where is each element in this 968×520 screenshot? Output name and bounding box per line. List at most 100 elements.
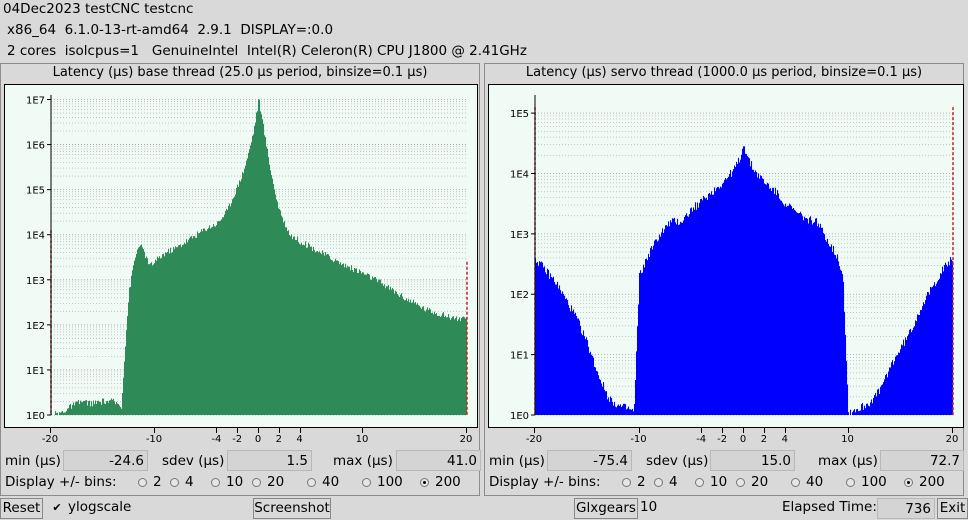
base-histogram-bar <box>408 298 410 415</box>
base-histogram-bar <box>296 239 298 415</box>
servo-histogram-bar <box>671 222 673 415</box>
ylogscale-label: ylogscale <box>68 499 132 515</box>
base-histogram-bar <box>99 402 101 415</box>
servo-histogram-bar <box>701 198 703 415</box>
servo-bins-radio-20[interactable] <box>736 478 745 487</box>
servo-histogram-bar <box>652 249 654 415</box>
servo-histogram-bar <box>890 367 892 415</box>
glxgears-button[interactable]: Glxgears <box>574 498 638 519</box>
servo-histogram-bar <box>568 304 570 415</box>
base-bins-radio-10[interactable] <box>211 478 220 487</box>
servo-histogram-bar <box>566 298 568 415</box>
servo-histogram-bar <box>920 309 922 415</box>
base-histogram-bar <box>250 145 252 415</box>
exit-button[interactable]: Exit <box>937 498 968 519</box>
servo-bins-radio-2[interactable] <box>622 478 631 487</box>
servo-histogram-bar <box>601 383 603 415</box>
base-bins-radio-20[interactable] <box>252 478 261 487</box>
servo-bins-radio-label: 200 <box>919 474 945 490</box>
servo-histogram-bar <box>783 204 785 415</box>
screenshot-button[interactable]: Screenshot <box>253 498 331 519</box>
base-histogram-bar <box>381 283 383 415</box>
servo-histogram-bar <box>825 240 827 415</box>
servo-x-tick-mark <box>784 428 786 433</box>
servo-bins-radio-10[interactable] <box>695 478 704 487</box>
servo-histogram-bar <box>782 202 784 415</box>
servo-histogram-bar <box>800 211 802 415</box>
base-histogram-bar <box>116 402 118 415</box>
base-histogram-bar <box>199 232 201 415</box>
servo-histogram-bar <box>908 334 910 415</box>
servo-histogram-bar <box>867 403 869 415</box>
base-histogram-bar <box>352 269 354 415</box>
servo-bins-label: Display +/- bins: <box>489 474 601 490</box>
servo-histogram-bar <box>949 265 951 415</box>
servo-bins-radio-200[interactable] <box>904 478 913 487</box>
base-histogram-bar <box>432 312 434 415</box>
base-histogram-bar <box>266 146 268 415</box>
servo-histogram-bar <box>658 240 660 415</box>
base-histogram-bar <box>182 244 184 415</box>
base-histogram-bar <box>425 311 427 415</box>
base-histogram-bar <box>51 413 53 415</box>
base-bins-radio-200[interactable] <box>420 478 429 487</box>
servo-histogram-bar <box>830 246 832 415</box>
base-histogram-bar <box>371 279 373 415</box>
base-histogram-bar <box>427 307 429 415</box>
servo-bins-radio-100[interactable] <box>846 478 855 487</box>
base-min-value: -24.6 <box>63 450 148 471</box>
servo-histogram-bar <box>597 371 599 415</box>
base-bins-radio-2[interactable] <box>138 478 147 487</box>
base-bins-label: Display +/- bins: <box>5 474 117 490</box>
reset-button[interactable]: Reset <box>0 498 43 519</box>
base-histogram-bar <box>227 209 229 415</box>
base-y-tick-label: 1E2 <box>26 321 45 332</box>
servo-bins-radio-40[interactable] <box>791 478 800 487</box>
servo-histogram-bar <box>610 396 612 415</box>
servo-histogram-bar <box>921 310 923 415</box>
base-bins-radio-40[interactable] <box>307 478 316 487</box>
base-x-tick-mark <box>362 428 363 433</box>
base-histogram-bar <box>232 199 234 415</box>
base-bins-selector: Display +/- bins: 2 4 10 20 40 100 200 <box>0 474 480 494</box>
base-histogram-bar <box>351 265 353 415</box>
base-histogram-bar <box>257 111 259 415</box>
servo-histogram-bar <box>844 311 846 415</box>
servo-histogram-bar <box>861 404 863 415</box>
base-bins-radio-4[interactable] <box>170 478 179 487</box>
servo-histogram-bar <box>803 220 805 415</box>
servo-histogram-bar <box>943 271 945 415</box>
servo-bins-radio-4[interactable] <box>654 478 663 487</box>
servo-histogram-bar <box>580 325 582 415</box>
base-histogram-bar <box>359 269 361 415</box>
base-histogram-bar <box>128 302 130 415</box>
servo-histogram-bar <box>691 207 693 415</box>
servo-histogram-bar <box>906 339 908 415</box>
base-histogram-bar <box>349 266 351 415</box>
base-histogram-bar <box>464 317 466 415</box>
base-histogram-bar <box>71 408 73 415</box>
servo-histogram-bar <box>596 371 598 415</box>
servo-histogram-bar <box>595 367 597 415</box>
base-histogram-bar <box>300 244 302 415</box>
base-histogram-bar <box>164 256 166 415</box>
base-histogram-bar <box>338 261 340 415</box>
servo-histogram-bar <box>730 169 732 415</box>
servo-histogram-bar <box>878 388 880 415</box>
base-histogram-bar <box>226 208 228 415</box>
servo-histogram-bar <box>725 177 727 415</box>
base-histogram-bar <box>305 241 307 415</box>
base-histogram-bar <box>235 194 237 415</box>
servo-histogram-bar <box>712 194 714 415</box>
base-histogram-bar <box>354 267 356 415</box>
servo-histogram-bar <box>756 172 758 415</box>
servo-histogram-bar <box>669 226 671 415</box>
base-histogram-bar <box>215 226 217 415</box>
base-histogram-bar <box>286 227 288 415</box>
servo-peak-bar <box>743 146 745 416</box>
base-x-tick-mark <box>299 428 301 433</box>
base-bins-radio-100[interactable] <box>362 478 371 487</box>
servo-histogram-bar <box>549 278 551 415</box>
ylogscale-checkbox[interactable]: ✔ <box>52 501 62 514</box>
base-histogram-bar <box>373 278 375 415</box>
